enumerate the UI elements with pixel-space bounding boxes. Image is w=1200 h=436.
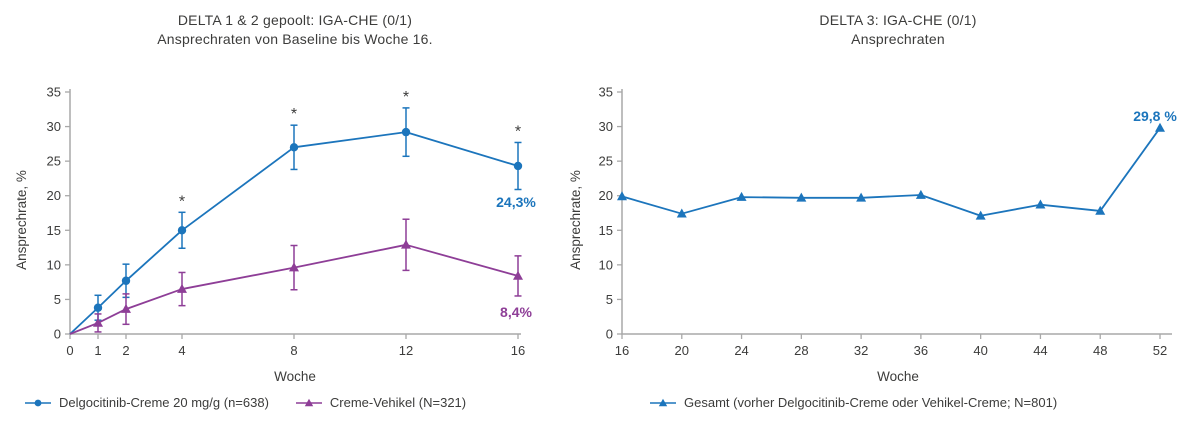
x-tick-label: 28 bbox=[794, 343, 808, 358]
x-tick-label: 16 bbox=[615, 343, 629, 358]
series-line bbox=[621, 127, 1161, 217]
series-vehikel: 8,4% bbox=[69, 218, 533, 335]
y-tick-label: 10 bbox=[599, 257, 613, 272]
y-tick-label: 25 bbox=[47, 154, 61, 169]
significance-asterisk: * bbox=[515, 123, 521, 140]
y-tick-label: 5 bbox=[606, 292, 613, 307]
data-point-marker bbox=[617, 191, 627, 201]
legend-item: Gesamt (vorher Delgocitinib-Creme oder V… bbox=[649, 395, 1057, 410]
y-tick-label: 5 bbox=[54, 292, 61, 307]
y-tick-label: 35 bbox=[47, 85, 61, 100]
legend-item-label: Delgocitinib-Creme 20 mg/g (n=638) bbox=[59, 395, 269, 410]
data-point-marker bbox=[676, 208, 687, 218]
series-gesamt: 29,8 % bbox=[617, 108, 1177, 220]
chart-title-delta3-line1: DELTA 3: IGA-CHE (0/1) bbox=[819, 12, 977, 28]
legend-marker-triangle bbox=[658, 398, 668, 406]
y-tick-label: 20 bbox=[599, 188, 613, 203]
y-axis-label-delta12: Ansprechrate, % bbox=[14, 170, 29, 270]
legend-line-triangle-icon bbox=[650, 398, 676, 406]
significance-asterisk: * bbox=[179, 193, 185, 210]
x-tick-label: 0 bbox=[66, 343, 73, 358]
legend-item: Delgocitinib-Creme 20 mg/g (n=638) bbox=[24, 395, 269, 410]
x-tick-label: 44 bbox=[1033, 343, 1047, 358]
x-tick-label: 36 bbox=[914, 343, 928, 358]
data-point-marker bbox=[289, 143, 299, 152]
x-tick-label: 4 bbox=[178, 343, 185, 358]
y-axis-label-delta3: Ansprechrate, % bbox=[568, 170, 583, 270]
data-point-marker bbox=[289, 262, 299, 272]
data-point-marker bbox=[1095, 205, 1106, 215]
end-value-label: 8,4% bbox=[500, 304, 532, 320]
x-tick-label: 8 bbox=[290, 343, 297, 358]
y-tick-label: 30 bbox=[599, 119, 613, 134]
legend-line-triangle-icon bbox=[295, 398, 322, 406]
data-point-marker bbox=[856, 192, 867, 202]
x-tick-label: 52 bbox=[1153, 343, 1167, 358]
data-point-marker bbox=[401, 239, 411, 249]
data-point-marker bbox=[121, 276, 131, 285]
y-tick-label: 15 bbox=[599, 223, 613, 238]
x-tick-label: 12 bbox=[399, 343, 413, 358]
legend-item: Creme-Vehikel (N=321) bbox=[295, 395, 466, 410]
legend-delta12: Delgocitinib-Creme 20 mg/g (n=638) Creme-… bbox=[24, 395, 466, 410]
chart-title-delta12-line1: DELTA 1 & 2 gepoolt: IGA-CHE (0/1) bbox=[177, 12, 413, 28]
chart-title-delta12-line2: Ansprechraten von Baseline bis Woche 16. bbox=[157, 31, 433, 47]
x-tick-label: 48 bbox=[1093, 343, 1107, 358]
y-tick-label: 0 bbox=[54, 327, 61, 342]
data-point-marker bbox=[915, 189, 926, 199]
y-tick-label: 20 bbox=[47, 188, 61, 203]
x-axis-label-delta12: Woche bbox=[274, 369, 316, 384]
y-tick-label: 10 bbox=[47, 257, 61, 272]
end-value-label: 24,3% bbox=[496, 194, 536, 210]
x-tick-label: 1 bbox=[94, 343, 101, 358]
y-tick-label: 0 bbox=[606, 327, 613, 342]
x-tick-label: 20 bbox=[675, 343, 689, 358]
data-point-marker bbox=[93, 317, 103, 327]
y-tick-label: 25 bbox=[599, 154, 613, 169]
y-tick-label: 35 bbox=[599, 85, 613, 100]
data-point-marker bbox=[177, 226, 187, 235]
x-axis-label-delta3: Woche bbox=[877, 369, 919, 384]
end-value-label: 29,8 % bbox=[1133, 108, 1177, 124]
legend-item-label: Gesamt (vorher Delgocitinib-Creme oder V… bbox=[684, 395, 1058, 410]
data-point-marker bbox=[975, 210, 986, 220]
x-tick-label: 2 bbox=[122, 343, 129, 358]
chart-title-delta12: DELTA 1 & 2 gepoolt: IGA-CHE (0/1) Anspr… bbox=[0, 11, 590, 49]
data-point-marker bbox=[93, 303, 103, 312]
data-point-marker bbox=[177, 283, 187, 293]
data-point-marker bbox=[513, 161, 523, 171]
data-point-marker bbox=[736, 191, 747, 201]
legend-marker-triangle bbox=[304, 398, 314, 406]
x-tick-label: 40 bbox=[973, 343, 987, 358]
series-delgocitinib: * * * * 24,3% bbox=[69, 89, 536, 335]
significance-asterisk: * bbox=[403, 89, 409, 106]
x-tick-label: 16 bbox=[511, 343, 525, 358]
legend-item-label: Creme-Vehikel (N=321) bbox=[329, 395, 467, 410]
data-point-marker bbox=[401, 127, 411, 137]
data-point-marker bbox=[796, 192, 807, 202]
legend-delta3: Gesamt (vorher Delgocitinib-Creme oder V… bbox=[649, 395, 1057, 410]
data-point-marker bbox=[513, 270, 523, 280]
y-tick-label: 30 bbox=[47, 119, 61, 134]
chart-delta3: 0 5 10 15 20 25 30 35 16 20 24 28 32 36 40 44 48 52 29,8 % bbox=[599, 85, 1178, 359]
chart-title-delta3-line2: Ansprechraten bbox=[851, 31, 945, 47]
data-point-marker bbox=[1035, 199, 1046, 209]
legend-marker-circle bbox=[34, 399, 42, 406]
x-tick-label: 24 bbox=[734, 343, 748, 358]
significance-asterisk: * bbox=[291, 106, 297, 123]
chart-title-delta3: DELTA 3: IGA-CHE (0/1) Ansprechraten bbox=[600, 11, 1196, 49]
data-point-marker bbox=[1155, 122, 1165, 132]
y-tick-label: 15 bbox=[47, 223, 61, 238]
data-point-marker bbox=[121, 303, 131, 313]
x-tick-label: 32 bbox=[854, 343, 868, 358]
legend-line-circle-icon bbox=[25, 399, 51, 406]
